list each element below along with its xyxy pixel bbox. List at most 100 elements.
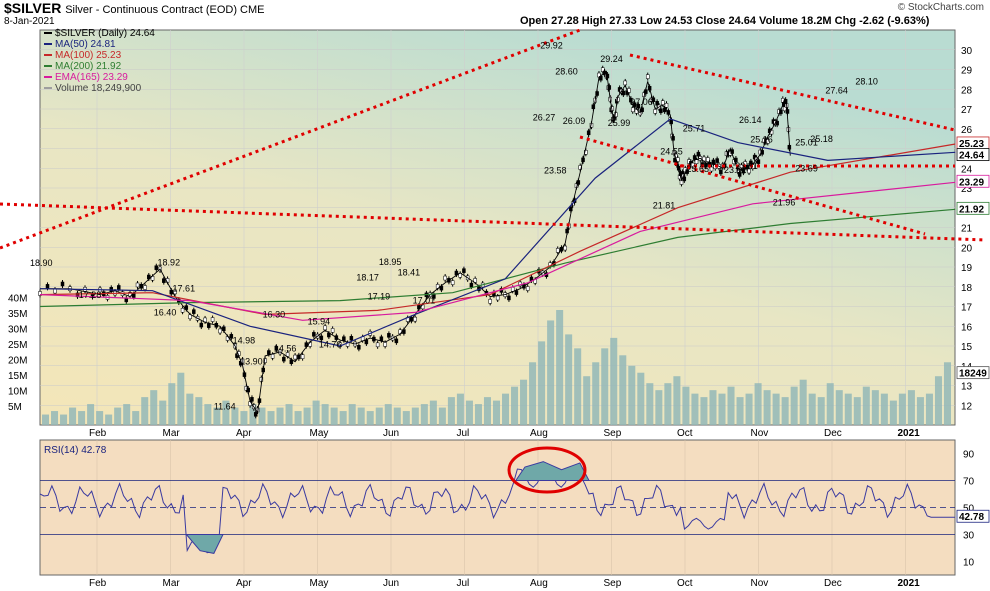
price-candle-body (645, 74, 650, 79)
volume-bar (673, 376, 681, 425)
legend-entry: Volume 18,249,900 (55, 83, 142, 94)
price-annotation: 14.76 (319, 340, 342, 350)
price-candle-body (747, 168, 751, 174)
trendline-long-support (0, 202, 986, 242)
price-candle-body (655, 101, 659, 106)
price-candle-body (300, 354, 305, 359)
volume-bar (276, 407, 284, 425)
rsi-oversold-fill (185, 534, 224, 554)
volume-tick-label: 10M (8, 387, 27, 398)
price-candle-body (413, 316, 417, 322)
price-candle-body (253, 412, 258, 417)
month-label: Mar (163, 428, 181, 439)
price-candle-body (38, 291, 42, 296)
volume-bar (916, 397, 924, 425)
volume-bar (411, 407, 419, 425)
price-tick-label: 30 (961, 46, 973, 57)
volume-bar (754, 383, 762, 425)
rsi-month-label: Apr (236, 578, 252, 589)
price-tick-label: 23 (961, 184, 973, 195)
volume-bar (366, 411, 374, 425)
volume-bar (204, 404, 212, 425)
price-candle-body (250, 397, 254, 402)
volume-bar (637, 372, 645, 425)
volume-bar (556, 310, 564, 425)
volume-bar (186, 393, 194, 425)
volume-bar (465, 400, 473, 425)
volume-bar (249, 404, 257, 425)
price-candle-body (630, 107, 635, 113)
value-tag-label: 24.64 (959, 151, 984, 162)
price-candle-body (192, 309, 196, 314)
price-annotation: 17.28 (79, 290, 102, 300)
price-annotation: 28.60 (555, 66, 578, 76)
volume-bar (474, 404, 482, 425)
price-annotation: 18.92 (158, 258, 181, 268)
price-candle-body (342, 336, 346, 341)
price-candle-body (349, 336, 354, 341)
price-annotation: 23.69 (795, 163, 818, 173)
legend-entry: EMA(165) 23.29 (55, 72, 128, 83)
volume-bar (682, 386, 690, 425)
price-tick-label: 12 (961, 401, 973, 412)
price-candle-body (623, 80, 627, 86)
price-annotation: 23.58 (544, 166, 567, 176)
volume-bar (438, 407, 446, 425)
price-tick-label: 15 (961, 342, 973, 353)
price-annotation: 18.41 (398, 268, 421, 278)
price-annotation: 13.90 (240, 357, 263, 367)
volume-bar (330, 407, 338, 425)
price-annotation: 26.27 (533, 112, 556, 122)
volume-tick-label: 40M (8, 294, 27, 305)
volume-bar (547, 320, 555, 425)
price-candle-body (282, 356, 286, 362)
price-candle-body (319, 335, 324, 341)
price-candle-body (682, 176, 687, 182)
price-annotation: 26.09 (563, 116, 586, 126)
legend-entry: MA(50) 24.81 (55, 39, 116, 50)
rsi-month-label: Mar (163, 578, 181, 589)
price-annotation: 29.24 (600, 54, 623, 64)
price-candle-body (60, 281, 65, 287)
rsi-tick-label: 10 (963, 558, 975, 569)
rsi-tick-label: 90 (963, 450, 975, 461)
price-candle-body (218, 328, 222, 334)
price-candle-body (75, 292, 80, 298)
price-annotation: 23.62 (724, 165, 747, 175)
month-label: Jun (383, 428, 399, 439)
price-annotation: 18.17 (356, 272, 379, 282)
price-annotation: 27.06 (630, 97, 653, 107)
volume-bar (384, 404, 392, 425)
price-candle-body (312, 332, 316, 337)
legend-entry: MA(200) 21.92 (55, 61, 122, 72)
volume-bar (339, 411, 347, 425)
volume-bar (483, 397, 491, 425)
volume-bar (195, 397, 203, 425)
price-candle-body (117, 285, 121, 290)
price-series-line (40, 70, 791, 414)
volume-bar (51, 411, 59, 425)
volume-bar (267, 411, 275, 425)
volume-bar (520, 379, 528, 425)
rsi-overbought-fill (514, 461, 590, 481)
price-candle-body (563, 245, 567, 251)
price-candle-body (267, 350, 271, 355)
price-annotation: 18.95 (379, 257, 402, 267)
ema165-line (39, 181, 956, 321)
volume-bar (880, 393, 888, 425)
rsi-tick-label: 30 (963, 531, 975, 542)
month-label: Nov (751, 428, 769, 439)
price-tick-label: 24 (961, 164, 973, 175)
ma100-line (39, 143, 956, 316)
price-candle-body (510, 287, 515, 292)
price-tick-label: 29 (961, 66, 973, 77)
month-label: Aug (530, 428, 548, 439)
symbol-description: Silver - Continuous Contract (EOD) CME (65, 4, 265, 16)
legend-entry: MA(100) 25.23 (55, 50, 122, 61)
price-candle-body (135, 282, 140, 288)
volume-bar (889, 400, 897, 425)
value-tag (956, 174, 990, 188)
volume-bar (60, 414, 68, 425)
price-candle-body (387, 333, 391, 338)
